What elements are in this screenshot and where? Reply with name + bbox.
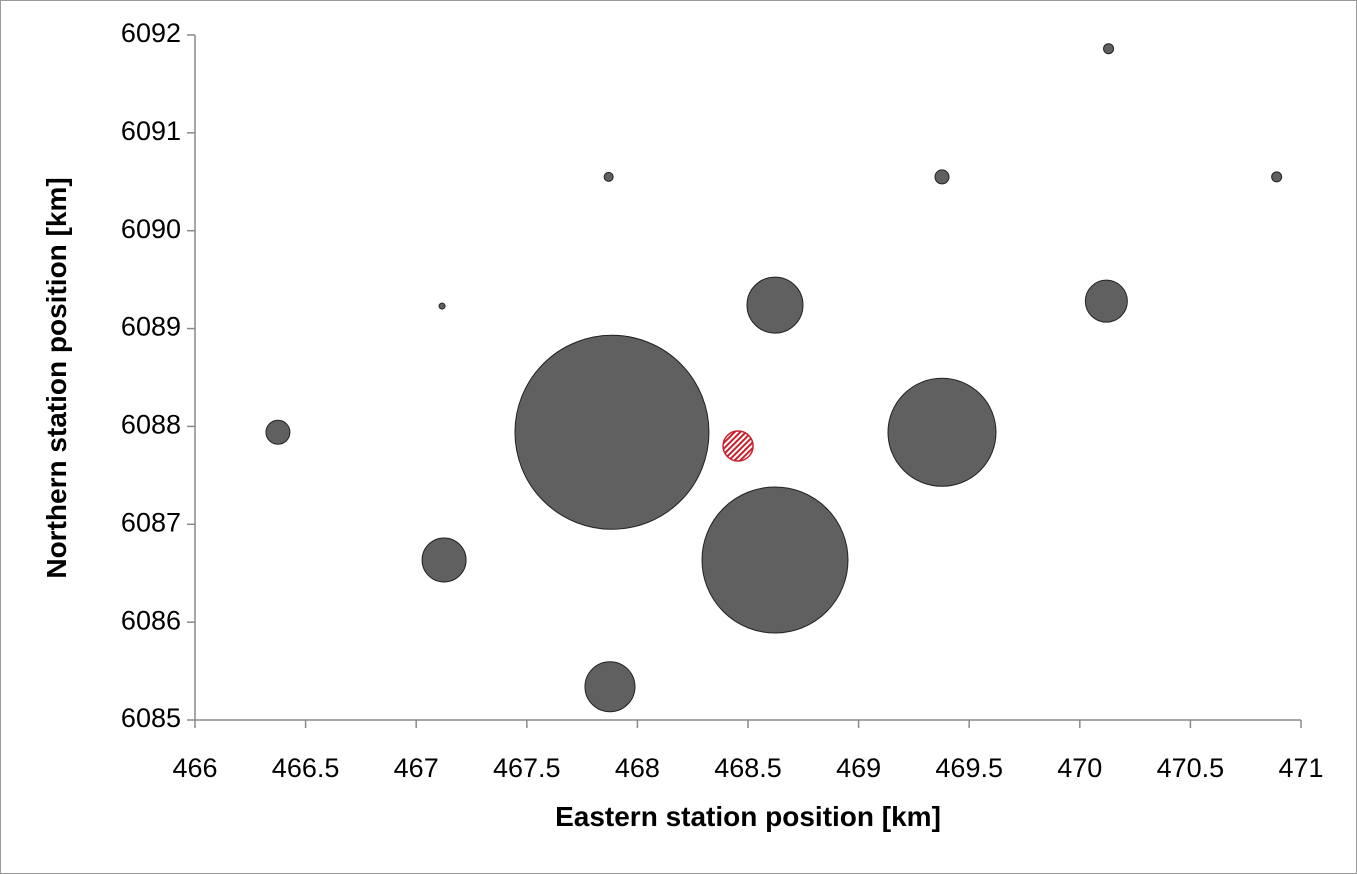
x-tick-label: 466 <box>172 753 217 783</box>
y-tick-label: 6092 <box>121 18 181 48</box>
x-tick-label: 469.5 <box>935 753 1003 783</box>
y-axis-title: Northern station position [km] <box>41 177 72 578</box>
x-tick-label: 471 <box>1278 753 1323 783</box>
y-tick-label: 6088 <box>121 410 181 440</box>
bubble <box>887 377 997 487</box>
x-tick-label: 470 <box>1057 753 1102 783</box>
bubble <box>934 169 950 185</box>
x-tick-label: 466.5 <box>272 753 340 783</box>
bubble <box>438 302 446 310</box>
x-tick-label: 469 <box>836 753 881 783</box>
bubble <box>421 537 467 583</box>
bubble <box>1084 279 1128 323</box>
y-tick-label: 6086 <box>121 605 181 635</box>
bubble <box>701 486 849 634</box>
bubble <box>584 661 636 713</box>
x-tick-label: 468 <box>615 753 660 783</box>
bubble <box>603 171 614 182</box>
bubble <box>1271 171 1283 183</box>
bubble <box>265 419 291 445</box>
y-tick-label: 6087 <box>121 507 181 537</box>
bubble <box>722 430 754 462</box>
x-axis-title: Eastern station position [km] <box>555 801 941 832</box>
x-tick-label: 470.5 <box>1157 753 1225 783</box>
bubble <box>1103 43 1115 55</box>
x-tick-label: 467 <box>394 753 439 783</box>
y-tick-label: 6091 <box>121 116 181 146</box>
x-tick-label: 468.5 <box>714 753 782 783</box>
y-tick-label: 6089 <box>121 312 181 342</box>
bubble <box>514 334 710 530</box>
x-tick-label: 467.5 <box>493 753 561 783</box>
y-tick-label: 6090 <box>121 214 181 244</box>
bubble <box>746 276 804 334</box>
y-tick-label: 6085 <box>121 703 181 733</box>
